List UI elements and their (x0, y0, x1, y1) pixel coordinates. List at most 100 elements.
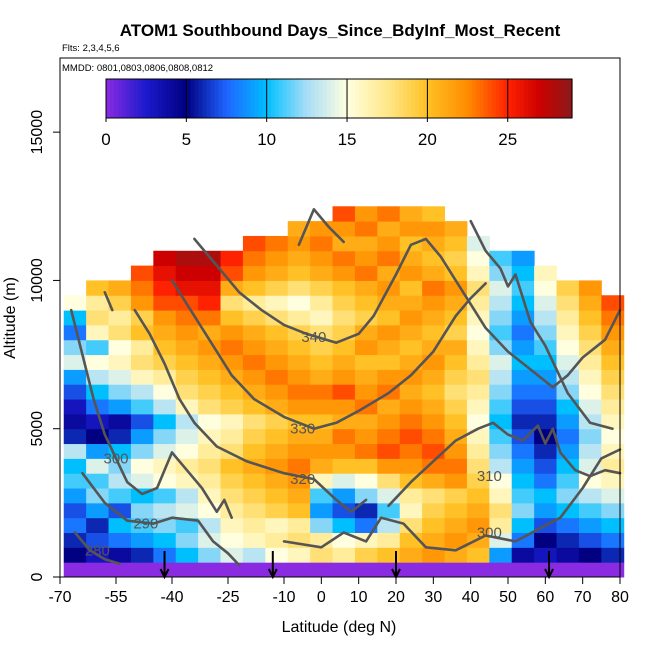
heat-cell (265, 443, 289, 459)
heat-cell (399, 443, 423, 459)
heat-cell (444, 547, 468, 563)
heat-cell (534, 488, 558, 504)
heat-cell (578, 280, 602, 296)
colorbar-swatch (399, 79, 404, 118)
heat-cell (287, 339, 311, 356)
heat-cell (86, 458, 110, 474)
heat-cell (130, 369, 154, 385)
contour-line (193, 237, 622, 389)
heat-cell (265, 250, 289, 267)
colorbar-swatch (535, 79, 541, 118)
heat-cell (130, 502, 154, 519)
heat-cell (63, 517, 87, 534)
heat-cell (287, 354, 311, 370)
colorbar-swatch (563, 79, 569, 118)
heat-cell (108, 413, 132, 430)
heat-cell (108, 488, 132, 504)
heat-cell (556, 310, 580, 326)
heat-cell (601, 399, 625, 415)
colorbar-swatch (479, 79, 485, 118)
colorbar-swatch (471, 79, 477, 118)
contour-line (282, 448, 622, 552)
colorbar-swatch (343, 79, 348, 118)
heat-cell (242, 265, 266, 281)
heat-cell (63, 547, 87, 563)
heat-cell (86, 295, 110, 311)
heat-cell (198, 562, 222, 578)
colorbar-swatch (154, 79, 159, 118)
heat-cell (601, 369, 625, 385)
heat-cell (534, 473, 558, 489)
heat-cell (63, 488, 87, 504)
colorbar-swatch (391, 79, 396, 118)
heat-cell (466, 399, 490, 415)
heat-cell (377, 250, 401, 267)
colorbar-swatch (278, 79, 284, 118)
colorbar-swatch (270, 79, 276, 118)
heat-cell (489, 443, 513, 459)
contour-line (73, 531, 121, 565)
contour-line (133, 308, 368, 514)
heat-cell (332, 384, 356, 400)
x-tick-label: -10 (272, 589, 295, 606)
heat-cell (489, 369, 513, 385)
heat-cell (332, 235, 356, 252)
heat-cell (310, 517, 334, 534)
heat-cell (310, 295, 334, 311)
x-tick-label: 50 (499, 589, 517, 606)
heat-cell (601, 354, 625, 370)
heat-cell (422, 265, 446, 281)
heat-cell (377, 532, 401, 548)
colorbar-swatch (138, 79, 143, 118)
heat-cell (130, 473, 154, 489)
heat-cell (153, 428, 177, 445)
colorbar-swatch (539, 79, 545, 118)
heat-cell (332, 399, 356, 415)
heat-cell (578, 488, 602, 504)
contour-lines: 280 290 300 300 310 320 330 340 (69, 208, 622, 567)
heat-cell (556, 428, 580, 445)
heat-cell (63, 458, 87, 474)
colorbar-swatch (487, 79, 493, 118)
heat-cell (489, 384, 513, 400)
heat-cell (422, 354, 446, 370)
heat-cell (265, 280, 289, 296)
x-tick-label: 10 (350, 589, 368, 606)
heat-cell (130, 428, 154, 445)
heat-cell (287, 443, 311, 459)
colorbar-swatch (551, 79, 557, 118)
heat-cell (556, 339, 580, 356)
contour-label: 340 (301, 329, 326, 346)
heat-cell (354, 488, 378, 504)
colorbar-swatch (106, 79, 111, 118)
heat-cell (422, 295, 446, 311)
heat-cell (399, 458, 423, 474)
heat-cell (287, 384, 311, 400)
heat-cell (601, 547, 625, 563)
heat-cell (153, 280, 177, 296)
heat-cell (377, 324, 401, 341)
heat-cell (399, 502, 423, 519)
colorbar-swatch (166, 79, 171, 118)
heat-cell (287, 310, 311, 326)
heat-cell (86, 310, 110, 326)
contour-label: 310 (477, 468, 502, 485)
colorbar-swatch (282, 79, 288, 118)
colorbar-swatch (363, 79, 368, 118)
heat-cell (377, 399, 401, 415)
heat-cell (377, 547, 401, 563)
heat-cell (578, 547, 602, 563)
colorbar-swatch (226, 79, 232, 118)
heat-cell (332, 280, 356, 296)
heat-cell (220, 562, 244, 578)
colorbar-swatch (222, 79, 228, 118)
heat-cell (153, 413, 177, 430)
heat-cell (242, 488, 266, 504)
colorbar-swatch (559, 79, 565, 118)
colorbar-swatch (439, 79, 445, 118)
heat-cell (354, 428, 378, 445)
heat-cell (153, 310, 177, 326)
heat-cell (444, 339, 468, 356)
heat-cell (63, 369, 87, 385)
